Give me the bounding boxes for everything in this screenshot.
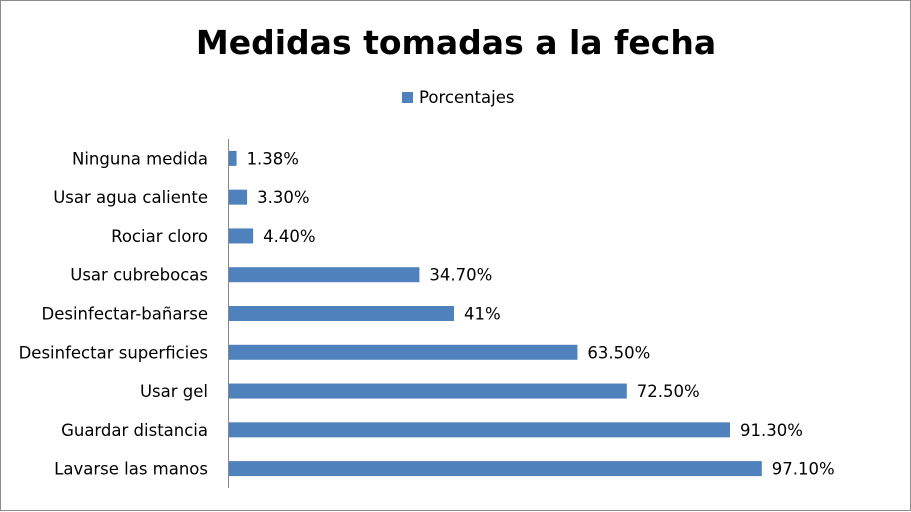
data-label: 72.50% [637, 382, 700, 401]
category-label: Lavarse las manos [54, 460, 208, 479]
category-label: Desinfectar superficies [19, 343, 208, 362]
bar [229, 228, 254, 244]
data-label: 63.50% [587, 343, 650, 362]
chart-title: Medidas tomadas a la fecha [196, 23, 716, 62]
bar [229, 461, 762, 477]
category-label: Ninguna medida [72, 149, 208, 168]
data-label: 3.30% [257, 188, 309, 207]
data-label: 97.10% [772, 460, 835, 479]
data-label: 91.30% [740, 421, 803, 440]
data-label: 1.38% [247, 149, 299, 168]
legend: Porcentajes [402, 88, 514, 107]
category-label: Usar agua caliente [53, 188, 208, 207]
bar [229, 267, 420, 283]
data-labels: 1.38% 3.30% 4.40% 34.70% 41% 63.50% 72.50% 91.3… [247, 149, 835, 478]
legend-swatch [402, 92, 413, 103]
bar [229, 383, 627, 399]
bar [229, 150, 237, 166]
bars [229, 150, 762, 477]
category-label: Rociar cloro [111, 227, 208, 246]
data-label: 34.70% [429, 266, 492, 285]
data-label: 4.40% [263, 227, 315, 246]
category-label: Desinfectar-bañarse [42, 305, 208, 324]
data-label: 41% [464, 305, 501, 324]
bar [229, 189, 248, 205]
category-label: Usar cubrebocas [70, 266, 208, 285]
legend-label: Porcentajes [419, 88, 514, 107]
category-label: Usar gel [140, 382, 208, 401]
bar [229, 306, 454, 321]
bar [229, 344, 578, 360]
category-labels: Ninguna medida Usar agua caliente Rociar c… [19, 149, 208, 478]
category-label: Guardar distancia [61, 421, 208, 440]
bar [229, 422, 730, 438]
